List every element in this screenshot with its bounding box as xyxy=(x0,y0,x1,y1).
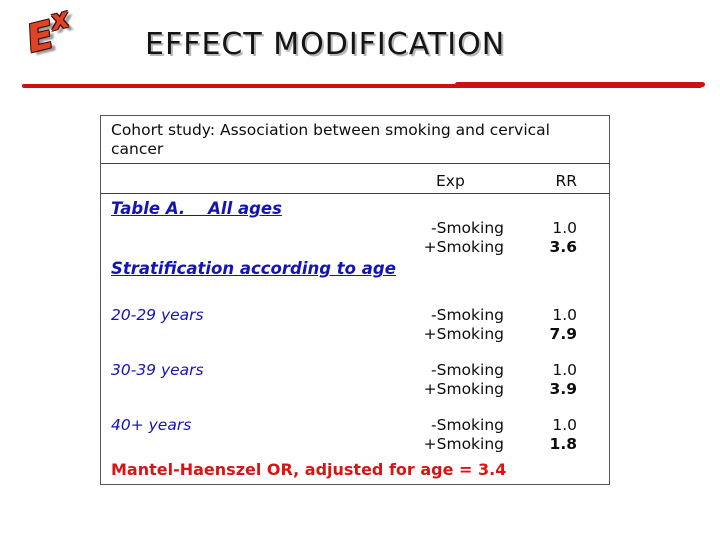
section-heading-stratification: Stratification according to age xyxy=(111,259,396,278)
exposure-cell: -Smoking xyxy=(431,416,504,434)
rr-value-cell: 1.0 xyxy=(552,361,577,379)
exposure-cell: -Smoking xyxy=(431,361,504,379)
section-row-stratification: Stratification according to age xyxy=(101,259,609,278)
table-footer-mh-or: Mantel-Haenszel OR, adjusted for age = 3… xyxy=(111,460,507,479)
table-row: 40+ years -Smoking 1.0 xyxy=(101,416,609,435)
rr-value-cell: 3.9 xyxy=(549,380,577,398)
rr-value-cell: 1.8 xyxy=(549,435,577,453)
column-header-rr: RR xyxy=(555,172,577,190)
title-underline xyxy=(22,82,705,88)
column-header-exp: Exp xyxy=(436,172,465,190)
section-row-all-ages: Table A. All ages xyxy=(101,199,609,218)
exposure-cell: -Smoking xyxy=(431,219,504,237)
study-results-table: Cohort study: Association between smokin… xyxy=(100,115,610,485)
exposure-cell: +Smoking xyxy=(423,435,504,453)
divider-under-headers xyxy=(101,193,609,194)
table-row: +Smoking 7.9 xyxy=(101,325,609,344)
rr-value-cell: 1.0 xyxy=(552,416,577,434)
exposure-cell: +Smoking xyxy=(423,380,504,398)
rr-value-cell: 1.0 xyxy=(552,306,577,324)
stratum-label: 40+ years xyxy=(111,416,192,434)
divider-under-caption xyxy=(101,163,609,164)
exposure-cell: +Smoking xyxy=(423,325,504,343)
section-heading-all-ages: Table A. All ages xyxy=(111,199,282,218)
table-row: -Smoking 1.0 xyxy=(101,219,609,238)
rr-value-cell: 1.0 xyxy=(552,219,577,237)
column-header-row: RR xyxy=(101,172,609,191)
rr-value-cell: 7.9 xyxy=(549,325,577,343)
table-row: +Smoking 3.9 xyxy=(101,380,609,399)
table-row: +Smoking 3.6 xyxy=(101,238,609,257)
table-row: 20-29 years -Smoking 1.0 xyxy=(101,306,609,325)
rr-value-cell: 3.6 xyxy=(549,238,577,256)
course-logo: Ex xyxy=(22,1,107,86)
table-caption: Cohort study: Association between smokin… xyxy=(111,121,550,158)
exposure-cell: -Smoking xyxy=(431,306,504,324)
table-row: +Smoking 1.8 xyxy=(101,435,609,454)
stratum-label: 30-39 years xyxy=(111,361,204,379)
exposure-cell: +Smoking xyxy=(423,238,504,256)
table-row: 30-39 years -Smoking 1.0 xyxy=(101,361,609,380)
stratum-label: 20-29 years xyxy=(111,306,204,324)
slide-title: EFFECT MODIFICATION xyxy=(145,27,506,62)
